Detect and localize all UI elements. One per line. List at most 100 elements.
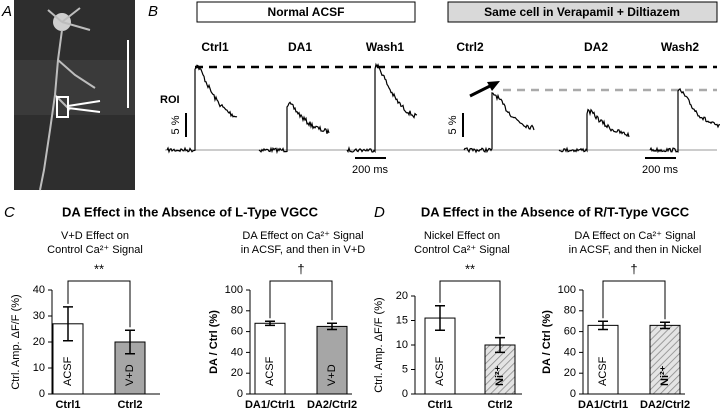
arrow-head: [487, 81, 500, 91]
x-tick-label: DA1/Ctrl1: [578, 399, 628, 408]
y-tick-label: 0: [39, 388, 45, 400]
bar-label: ACSF: [434, 356, 446, 386]
y-tick-label: 80: [231, 305, 243, 317]
bar-label: Ni²⁺: [494, 365, 506, 386]
significance-label: †: [630, 261, 637, 276]
bar: [649, 324, 681, 395]
trace: [558, 108, 630, 153]
bar-label: ACSF: [597, 356, 609, 386]
error-bar: [435, 305, 445, 332]
y-tick-label: 40: [564, 346, 576, 358]
x-tick-label: DA2/Ctrl2: [307, 399, 357, 408]
y-tick-label: 0: [237, 388, 243, 400]
significance-label: **: [465, 261, 475, 276]
x-tick-label: DA2/Ctrl2: [640, 399, 690, 408]
significance-label: **: [94, 261, 104, 276]
bar-label: ACSF: [62, 356, 74, 386]
chart-title: Nickel Effect on: [424, 230, 500, 242]
bar: [316, 325, 348, 395]
y-axis-label: DA / Ctrl (%): [208, 310, 220, 374]
scale-label: 200 ms: [352, 164, 389, 176]
condition-box: [196, 1, 416, 23]
bar-label: Ni²⁺: [659, 365, 671, 386]
micrograph: [14, 0, 135, 191]
chart-title: Control Ca²⁺ Signal: [47, 244, 143, 256]
significance-label: †: [297, 261, 304, 276]
error-bar: [125, 329, 135, 355]
chart-title: V+D Effect on: [61, 230, 129, 242]
y-axis-label: Ctrl. Amp. ΔF/F (%): [373, 297, 385, 392]
bar: [254, 322, 286, 395]
scale-label: 5 %: [447, 115, 459, 134]
trace: [258, 101, 330, 155]
roi-label: ROI: [160, 94, 180, 106]
trace-label: DA2: [584, 40, 608, 54]
y-tick-label: 10: [396, 339, 408, 351]
panel-title: DA Effect in the Absence of R/T-Type VGC…: [421, 204, 690, 219]
trace: [649, 87, 720, 154]
x-tick-label: Ctrl1: [427, 399, 452, 408]
significance-bracket: [439, 280, 501, 335]
y-tick-label: 40: [231, 346, 243, 358]
panel-label: C: [4, 204, 15, 221]
y-tick-label: 20: [33, 336, 45, 348]
condition: Normal ACSF: [268, 5, 345, 19]
trace: [346, 62, 418, 154]
error-bar: [495, 336, 505, 354]
y-tick-label: 0: [402, 388, 408, 400]
condition-box: [447, 1, 718, 23]
panel-title: DA Effect in the Absence of L-Type VGCC: [62, 204, 319, 219]
error-bar: [63, 306, 73, 342]
bar: [587, 324, 619, 395]
bar-label: V+D: [326, 364, 338, 386]
significance-bracket: [602, 280, 666, 320]
chart-title: DA Effect on Ca²⁺ Signal: [242, 230, 363, 242]
trace-label: Ctrl1: [201, 40, 229, 54]
chart-title: DA Effect on Ca²⁺ Signal: [574, 230, 695, 242]
scale-label: 200 ms: [642, 164, 679, 176]
x-tick-label: Ctrl1: [55, 399, 80, 408]
trace-label: Wash2: [661, 40, 700, 54]
y-tick-label: 20: [564, 367, 576, 379]
y-tick-label: 15: [396, 314, 408, 326]
y-tick-label: 20: [231, 367, 243, 379]
chart-title: in ACSF, and then in Nickel: [569, 244, 702, 256]
y-tick-label: 10: [33, 362, 45, 374]
y-tick-label: 40: [33, 284, 45, 296]
panel-label: A: [1, 3, 12, 20]
panel-label: B: [148, 3, 158, 20]
significance-bracket: [67, 280, 131, 328]
trace-label: Wash1: [366, 40, 405, 54]
trace: [463, 92, 535, 154]
y-axis-label: DA / Ctrl (%): [541, 310, 553, 374]
trace: [166, 64, 238, 154]
y-tick-label: 100: [225, 284, 243, 296]
bar-label: V+D: [124, 364, 136, 386]
y-tick-label: 100: [558, 284, 576, 296]
error-bar: [598, 320, 608, 331]
x-tick-label: Ctrl2: [487, 399, 512, 408]
chart-title: Control Ca²⁺ Signal: [414, 244, 510, 256]
y-tick-label: 60: [564, 326, 576, 338]
trace-label: DA1: [288, 40, 312, 54]
y-tick-label: 0: [570, 388, 576, 400]
scale-label: 5 %: [170, 115, 182, 134]
y-tick-label: 60: [231, 326, 243, 338]
y-tick-label: 30: [33, 310, 45, 322]
y-axis-label: Ctrl. Amp. ΔF/F (%): [10, 294, 22, 389]
y-tick-label: 80: [564, 305, 576, 317]
panel-label: D: [374, 204, 385, 221]
x-tick-label: DA1/Ctrl1: [245, 399, 295, 408]
trace-label: Ctrl2: [456, 40, 484, 54]
error-bar: [265, 320, 275, 327]
significance-bracket: [269, 280, 333, 321]
y-tick-label: 5: [402, 363, 408, 375]
chart-title: in ACSF, and then in V+D: [241, 244, 365, 256]
error-bar: [660, 321, 670, 330]
error-bar: [327, 322, 337, 331]
x-tick-label: Ctrl2: [117, 399, 142, 408]
y-tick-label: 20: [396, 290, 408, 302]
condition: Same cell in Verapamil + Diltiazem: [484, 5, 680, 19]
bar-label: ACSF: [264, 356, 276, 386]
